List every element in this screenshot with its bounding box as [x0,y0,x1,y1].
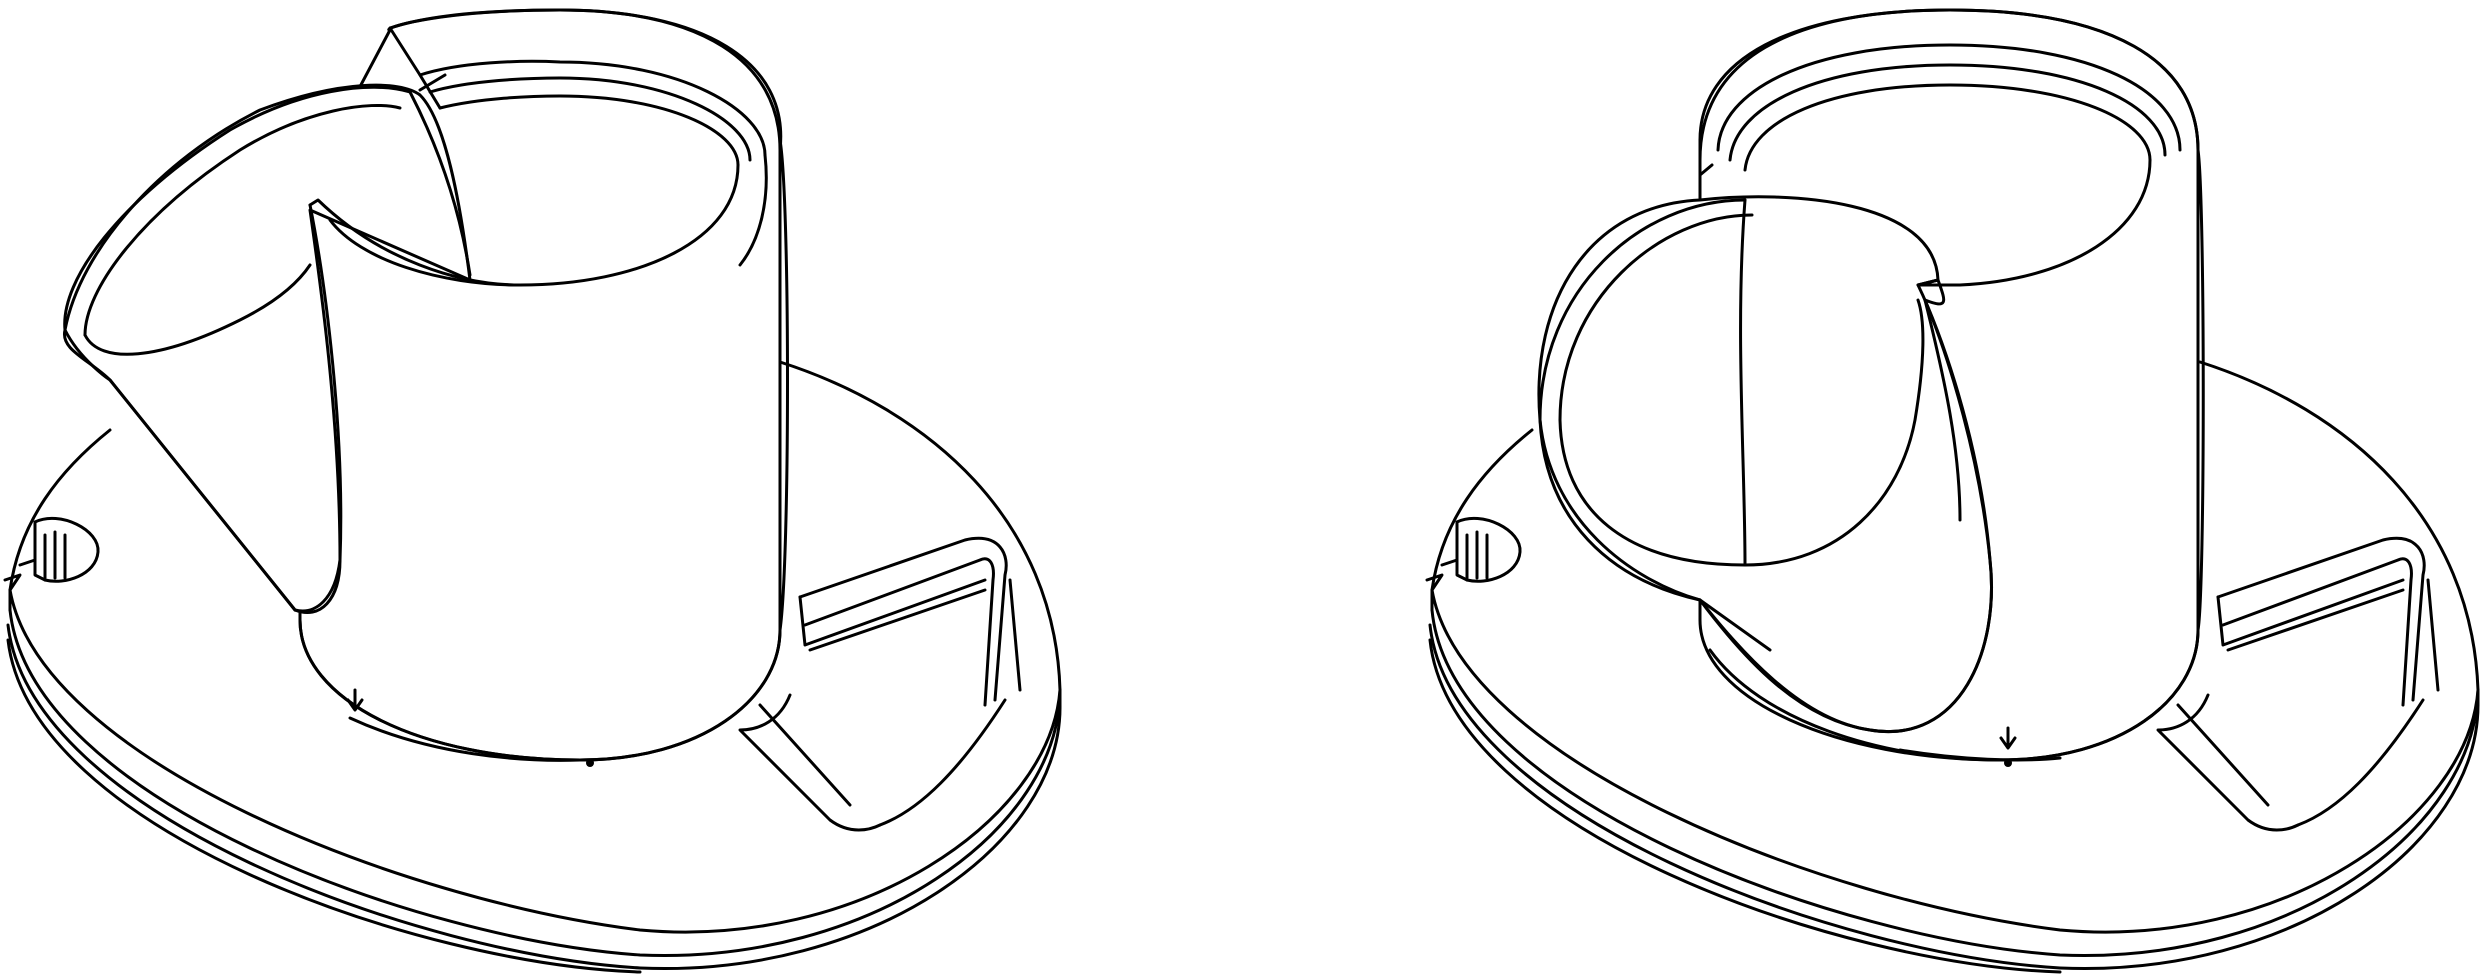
right-slot-right [2156,536,2440,832]
angled-spout [63,83,522,614]
left-notch-right [1425,516,1522,592]
right-isometric-view [1425,8,2480,974]
angled-spout-right [1537,195,1993,734]
left-isometric-view [3,8,1062,974]
right-slot [738,536,1022,832]
left-notch [3,516,100,592]
base-flange-right [1428,360,2480,974]
base-flange [6,360,1062,974]
